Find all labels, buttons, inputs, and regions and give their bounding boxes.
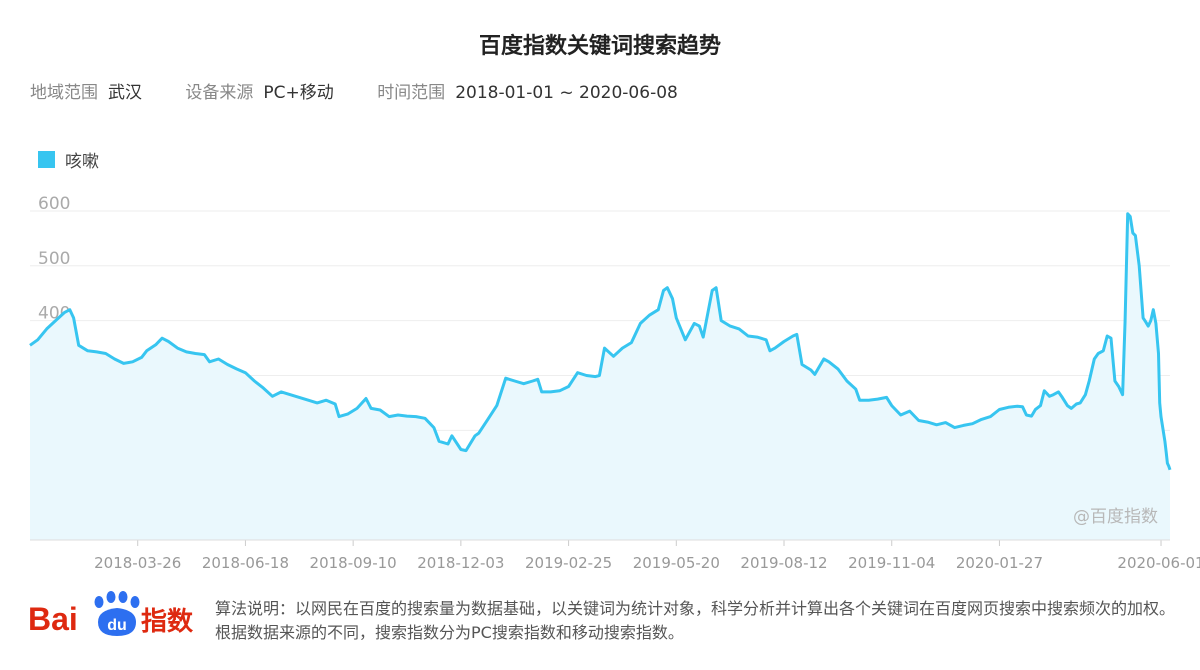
watermark: @百度指数: [1073, 507, 1158, 527]
logo-text-zhishu: 指数: [141, 607, 194, 637]
legend-label: 咳嗽: [65, 152, 99, 172]
x-tick-label: 2019-11-04: [848, 554, 935, 572]
x-axis-ticks: 2018-03-26 2018-06-18 2018-09-10 2018-12-03…: [94, 540, 1200, 572]
time-range-value: 2018-01-01 ~ 2020-06-08: [455, 83, 678, 103]
x-tick-label: 2020-01-27: [956, 554, 1043, 572]
x-tick-label: 2019-02-25: [525, 554, 612, 572]
x-tick-label: 2019-05-20: [633, 554, 720, 572]
region-label: 地域范围: [30, 83, 98, 103]
time-range-label: 时间范围: [377, 83, 446, 103]
chart-title: 百度指数关键词搜索趋势: [478, 34, 721, 59]
baidu-index-logo: Bai du 指数: [28, 590, 203, 644]
device-value: PC+移动: [263, 83, 334, 103]
legend[interactable]: 咳嗽: [38, 147, 99, 172]
device-label: 设备来源: [185, 83, 254, 103]
x-tick-label: 2019-08-12: [740, 554, 827, 572]
paw-icon: [94, 591, 140, 636]
y-tick-label: 600: [38, 194, 70, 214]
logo-text-du: du: [107, 617, 127, 634]
x-tick-label: 2018-12-03: [417, 554, 504, 572]
algorithm-note: 算法说明：以网民在百度的搜索量为数据基础，以关键词为统计对象，科学分析并计算出各…: [215, 599, 1176, 642]
meta-bar: 地域范围 武汉 设备来源 PC+移动 时间范围 2018-01-01 ~ 2020-0…: [30, 78, 678, 103]
region-value: 武汉: [108, 83, 142, 103]
x-tick-label: 2020-06-01: [1117, 554, 1200, 572]
logo-graphic: Bai du 指数: [28, 591, 194, 637]
line-chart: 100200300400500600 2018-03-262018-06-182…: [29, 194, 1200, 572]
series-line: [29, 212, 1172, 471]
x-tick-label: 2018-09-10: [310, 554, 397, 572]
x-tick-label: 2018-03-26: [94, 554, 181, 572]
x-tick-label: 2018-06-18: [202, 554, 289, 572]
y-tick-label: 500: [38, 249, 70, 269]
logo-text-bai: Bai: [28, 601, 78, 637]
legend-swatch: [38, 151, 55, 168]
